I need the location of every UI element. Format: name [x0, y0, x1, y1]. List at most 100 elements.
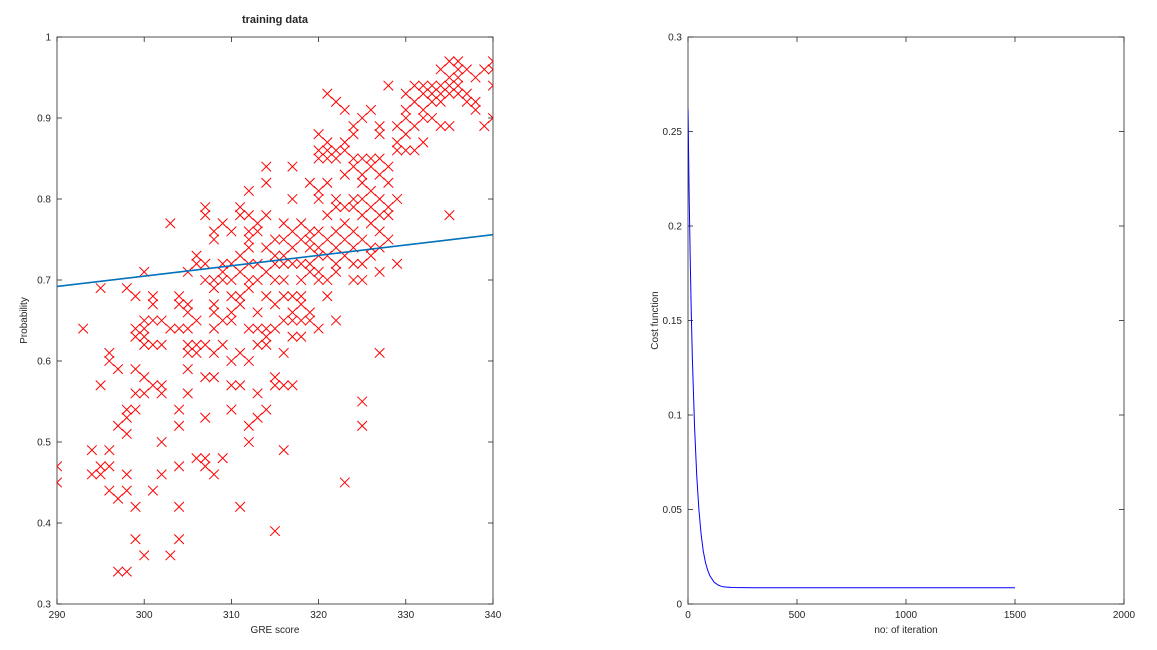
scatter-point: [217, 266, 228, 278]
scatter-point: [365, 104, 377, 116]
scatter-point: [121, 428, 132, 440]
y-tick-label: 0.1: [668, 411, 682, 422]
scatter-point: [365, 250, 377, 261]
x-tick-label: 500: [789, 610, 806, 621]
scatter-point: [348, 161, 359, 172]
scatter-point: [208, 372, 220, 383]
scatter-point: [243, 355, 254, 367]
scatter-point: [200, 412, 211, 423]
scatter-point: [383, 234, 394, 245]
scatter-point: [278, 380, 289, 391]
scatter-point: [261, 331, 272, 342]
scatter-point: [226, 404, 237, 415]
scatter-point: [313, 185, 324, 197]
scatter-point: [147, 380, 159, 391]
scatter-point: [304, 226, 316, 237]
scatter-point: [409, 145, 420, 156]
scatter-point: [400, 88, 411, 99]
scatter-point: [191, 453, 202, 464]
scatter-point: [487, 80, 493, 91]
y-tick-label: 0.4: [37, 519, 51, 530]
scatter-point: [200, 461, 211, 472]
scatter-point: [357, 153, 368, 164]
scatter-point: [182, 388, 193, 399]
scatter-point: [156, 315, 167, 326]
scatter-point: [357, 112, 368, 124]
scatter-point: [208, 323, 220, 334]
scatter-point: [313, 266, 324, 278]
scatter-point: [287, 226, 298, 237]
scatter-point: [165, 550, 176, 561]
scatter-point: [243, 274, 254, 286]
scatter-point: [374, 129, 385, 140]
scatter-point: [383, 161, 394, 172]
scatter-point: [139, 331, 150, 342]
scatter-point: [348, 201, 359, 213]
y-tick-label: 1: [45, 33, 51, 44]
scatter-point: [339, 169, 350, 180]
scatter-point: [330, 153, 342, 164]
y-tick-label: 0.15: [663, 316, 683, 327]
scatter-point: [261, 404, 272, 415]
scatter-point: [322, 234, 333, 245]
scatter-point: [357, 193, 368, 205]
scatter-point: [234, 291, 246, 302]
scatter-point: [226, 307, 237, 318]
scatter-point: [426, 88, 438, 99]
scatter-point: [287, 291, 298, 302]
scatter-point: [208, 234, 220, 245]
scatter-point: [487, 56, 493, 67]
scatter-point: [278, 315, 289, 326]
scatter-point: [330, 193, 342, 205]
scatter-point: [357, 396, 368, 407]
scatter-point: [287, 242, 298, 253]
scatter-point: [226, 291, 237, 302]
scatter-point: [461, 64, 472, 75]
scatter-point: [400, 145, 411, 156]
scatter-point: [112, 420, 124, 431]
scatter-point: [269, 234, 281, 245]
scatter-point: [348, 226, 359, 237]
scatter-point: [139, 550, 150, 561]
y-axis-label: Cost function: [650, 291, 661, 349]
scatter-point: [156, 388, 167, 399]
scatter-point: [444, 72, 455, 83]
scatter-point: [426, 112, 438, 124]
scatter-point: [78, 323, 89, 334]
scatter-point: [418, 137, 429, 148]
scatter-point: [348, 153, 359, 164]
scatter-point: [313, 242, 324, 253]
scatter-point: [261, 266, 272, 278]
scatter-point: [217, 339, 228, 350]
scatter-point: [304, 242, 316, 253]
scatter-point: [182, 266, 193, 278]
scatter-point: [57, 477, 63, 488]
scatter-point: [296, 274, 307, 286]
scatter-point: [322, 274, 333, 286]
scatter-point: [365, 242, 377, 253]
scatter-point: [147, 339, 159, 350]
scatter-point: [139, 315, 150, 326]
scatter-point: [156, 436, 167, 448]
scatter-point: [121, 412, 132, 423]
scatter-point: [296, 299, 307, 310]
scatter-point: [322, 145, 333, 156]
scatter-point: [322, 153, 333, 164]
scatter-point: [200, 453, 211, 464]
scatter-point: [313, 145, 324, 156]
scatter-point: [330, 315, 342, 326]
scatter-point: [374, 193, 385, 205]
scatter-point: [444, 88, 455, 99]
scatter-point: [243, 242, 254, 253]
scatter-point: [173, 420, 185, 431]
scatter-point: [479, 64, 490, 75]
scatter-point: [252, 412, 263, 423]
scatter-point: [252, 339, 263, 350]
plot-area: [57, 56, 493, 577]
scatter-point: [357, 258, 368, 269]
chart-title: training data: [242, 14, 309, 26]
scatter-point: [365, 201, 377, 213]
scatter-point: [112, 363, 124, 375]
scatter-point: [470, 104, 481, 116]
